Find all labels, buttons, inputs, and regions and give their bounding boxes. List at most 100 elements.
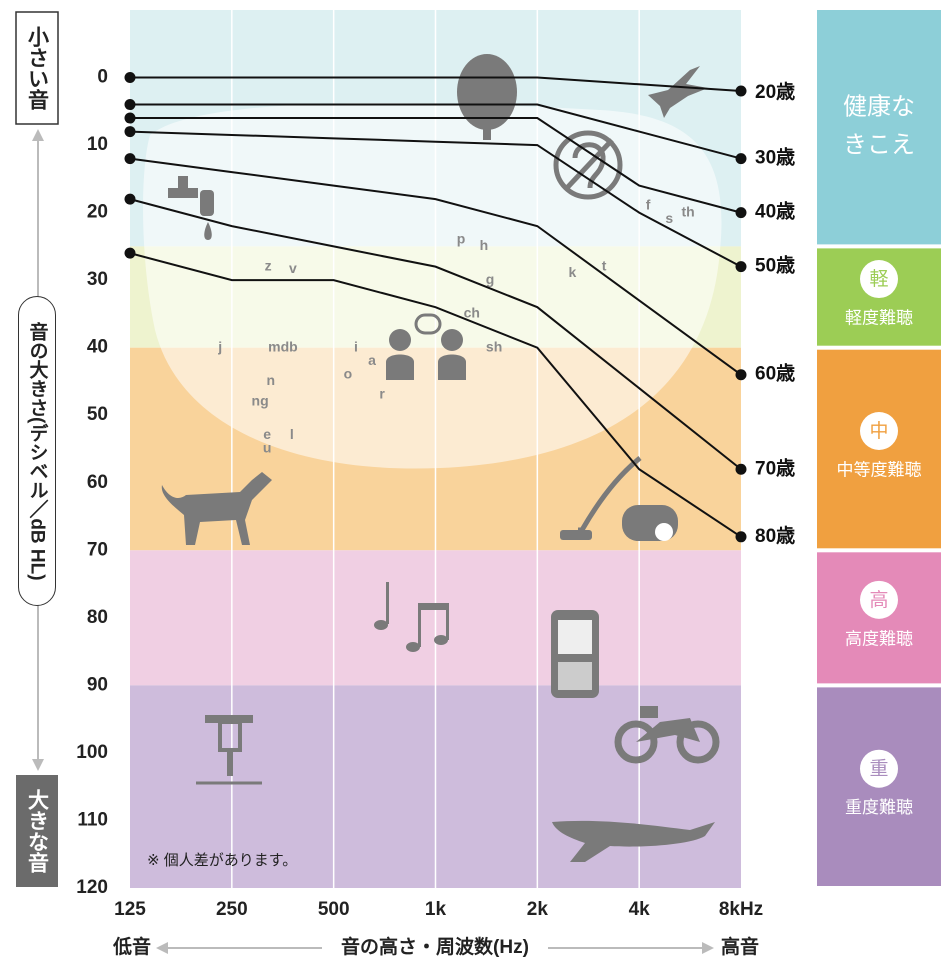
y-label-top: 小さい音 — [26, 26, 50, 111]
series-label: 30歳 — [755, 147, 795, 169]
level-panel — [817, 10, 941, 245]
phoneme-label: f — [646, 197, 651, 213]
series-label: 50歳 — [755, 255, 795, 277]
level-badge-text: 軽 — [869, 268, 888, 290]
age-line — [130, 103, 742, 160]
phoneme-label: o — [344, 365, 353, 381]
line-end-dot — [735, 207, 747, 219]
phoneme-label: z — [265, 257, 272, 273]
people-icon — [386, 313, 466, 380]
phoneme-label: e — [263, 426, 271, 442]
phoneme-label: t — [602, 257, 607, 273]
line-end-dot — [735, 261, 747, 273]
line-end-dot — [735, 369, 747, 381]
phoneme-label: a — [368, 352, 376, 368]
phoneme-label: s — [665, 210, 673, 226]
y-tick-label: 100 — [76, 742, 108, 763]
phoneme-label: p — [457, 230, 466, 246]
age-line — [130, 76, 742, 93]
level-badge — [860, 412, 898, 450]
hearing-icon — [553, 130, 623, 200]
x-tick-label: 1k — [425, 899, 447, 920]
level-label: 健康な — [843, 94, 915, 121]
y-tick-label: 10 — [87, 134, 108, 155]
phoneme-label: sh — [486, 338, 502, 354]
phoneme-label: l — [290, 426, 294, 442]
y-tick-label: 0 — [97, 67, 108, 88]
y-tick-label: 50 — [87, 404, 108, 425]
level-badge-text: 重 — [869, 758, 888, 780]
motorcycle-icon — [614, 706, 720, 764]
x-tick-label: 8kHz — [719, 899, 763, 920]
level-label: 軽度難聴 — [845, 309, 913, 328]
line-end-dot — [124, 112, 136, 124]
notes-icon — [374, 582, 449, 652]
y-label-bottom: 大きな音 — [26, 789, 50, 874]
x-label-right: 高音 — [721, 935, 759, 958]
phoneme-label: h — [480, 237, 489, 253]
age-line — [129, 252, 742, 538]
level-label: 中等度難聴 — [837, 460, 922, 479]
line-end-dot — [735, 153, 747, 165]
level-badge-text: 中 — [869, 420, 888, 442]
y-tick-label: 70 — [87, 539, 108, 560]
line-end-dot — [124, 247, 136, 259]
level-label: きこえ — [843, 132, 915, 159]
y-tick-label: 30 — [87, 269, 108, 290]
y-label: 音の大きさ(デシベル／dB HL) — [26, 321, 48, 581]
series-label: 40歳 — [755, 201, 795, 223]
y-tick-label: 40 — [87, 337, 108, 358]
y-tick-label: 80 — [87, 607, 108, 628]
level-badge — [860, 749, 898, 788]
series-label: 80歳 — [755, 525, 795, 547]
x-tick-label: 500 — [318, 899, 350, 920]
line-end-dot — [124, 153, 136, 165]
line-end-dot — [124, 99, 136, 111]
y-tick-label: 110 — [77, 809, 108, 830]
top-label-box — [15, 11, 59, 125]
plane-icon — [552, 820, 715, 862]
series-label: 60歳 — [755, 363, 795, 385]
level-label: 重度難聴 — [845, 798, 913, 817]
y-label-box: 音の大きさ(デシベル／dB HL) — [18, 296, 56, 606]
bottom-label-box — [16, 775, 58, 887]
x-tick-label: 2k — [527, 899, 549, 920]
line-end-dot — [124, 72, 136, 84]
tree-icon — [457, 54, 517, 140]
line-end-dot — [735, 531, 747, 543]
line-end-dot — [735, 463, 747, 475]
series-label: 20歳 — [755, 81, 795, 103]
y-tick-label: 20 — [87, 202, 108, 223]
line-end-dot — [124, 126, 136, 138]
bird-icon — [648, 66, 708, 118]
level-badge-text: 高 — [869, 589, 888, 611]
y-tick-label: 60 — [87, 472, 108, 493]
dog-icon — [161, 472, 272, 545]
level-badge — [860, 260, 898, 299]
faucet-icon — [168, 176, 214, 240]
age-line — [129, 198, 742, 471]
y-tick-label: 120 — [76, 877, 108, 898]
phoneme-label: n — [267, 372, 276, 388]
age-line — [129, 130, 742, 268]
note: ※ 個人差があります。 — [147, 852, 297, 869]
age-line — [130, 117, 742, 214]
line-end-dot — [735, 85, 747, 97]
phone-icon — [551, 610, 599, 698]
x-tick-label: 250 — [216, 899, 248, 920]
jackhammer-icon — [196, 715, 262, 785]
phoneme-label: u — [263, 440, 272, 456]
phoneme-label: ch — [464, 305, 480, 321]
x-tick-label: 4k — [629, 899, 651, 920]
x-label: 音の高さ・周波数(Hz) — [341, 935, 529, 958]
phoneme-label: g — [486, 271, 495, 287]
phoneme-label: r — [379, 386, 385, 402]
phoneme-label: k — [569, 264, 577, 280]
x-label-left: 低音 — [112, 935, 151, 958]
phoneme-label: v — [289, 260, 297, 276]
phoneme-label: ng — [252, 392, 269, 408]
phoneme-label: i — [354, 338, 358, 354]
y-tick-label: 90 — [87, 674, 108, 695]
